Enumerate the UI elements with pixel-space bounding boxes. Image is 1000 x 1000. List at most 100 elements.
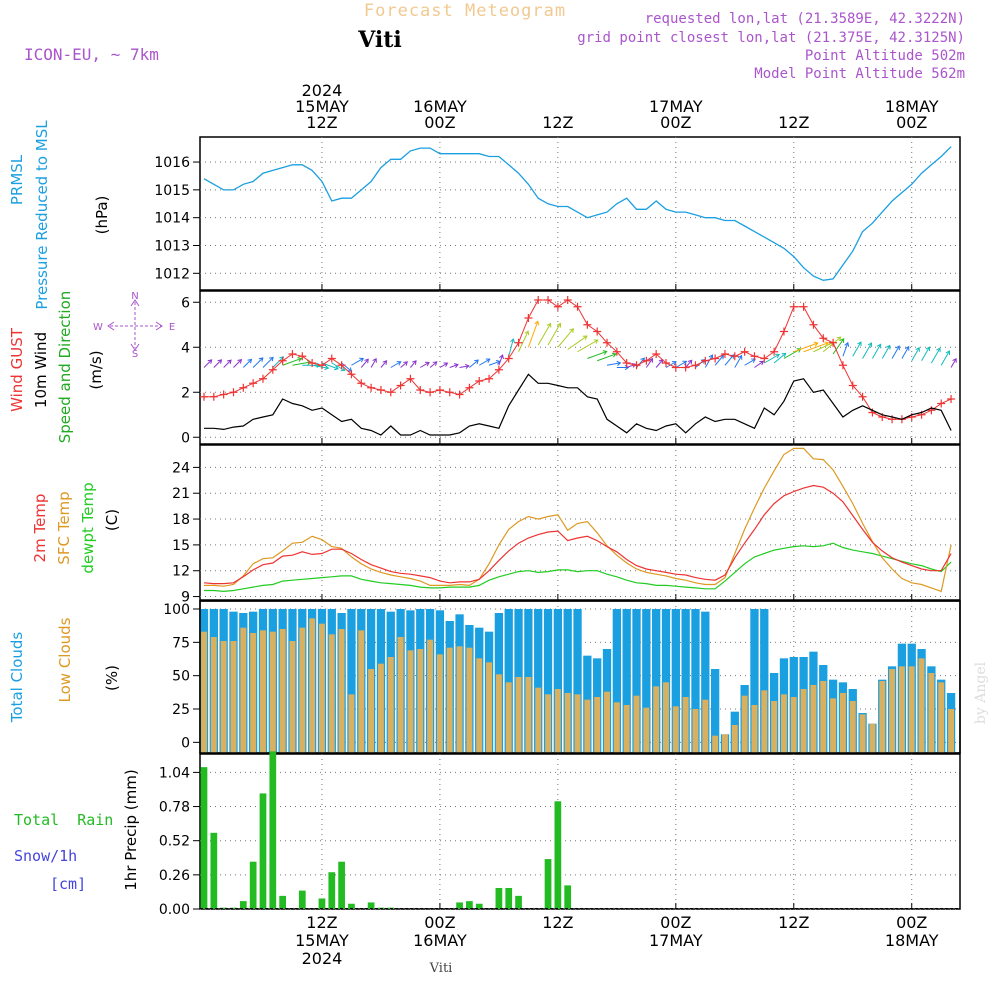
gust-point (740, 347, 749, 356)
low-clouds-bar (368, 669, 375, 755)
low-clouds-bar (643, 707, 650, 755)
wind-direction-arrow (282, 357, 303, 366)
total-clouds-bar (701, 611, 710, 755)
y-tick-label: 0 (181, 735, 190, 751)
total-clouds-bar (681, 609, 690, 755)
low-clouds-bar (584, 699, 591, 755)
gust-point (435, 386, 444, 394)
rain-bar (367, 902, 375, 909)
low-clouds-bar (505, 682, 512, 755)
temperature-frame (199, 444, 961, 601)
top-time-label: 2024 (302, 81, 343, 100)
wind-direction-arrow (252, 357, 264, 368)
low-clouds-bar (820, 681, 827, 755)
low-clouds-bar (663, 682, 669, 755)
y-tick-label: 25 (172, 702, 190, 718)
rain-bar (318, 898, 326, 909)
low-clouds-bar (348, 694, 355, 755)
gust-point (681, 363, 690, 372)
bottom-time-label: 15MAY (295, 931, 349, 950)
wind-direction-arrow (351, 357, 365, 366)
wind-direction-arrow (636, 357, 645, 368)
low-clouds-bar (830, 698, 837, 755)
wind-frame (199, 290, 961, 445)
clouds-panel: 0 25 50 75 100 (163, 600, 961, 755)
rain-bar (466, 901, 473, 909)
low-clouds-bar (869, 723, 876, 755)
compass-west: W (93, 322, 103, 333)
wind-direction-arrow (292, 360, 312, 366)
rain-bar (554, 801, 562, 909)
clouds-labels: Total Clouds Low Clouds (%) (8, 617, 121, 723)
gust-point (937, 399, 946, 408)
gust-point (583, 320, 592, 329)
wind-direction-arrow (773, 352, 787, 364)
low-clouds-bar (328, 634, 335, 755)
y-tick-label: 0.26 (159, 868, 190, 884)
low-clouds-bar (210, 637, 217, 755)
total-clouds-bar (543, 609, 553, 755)
gust-point (239, 383, 248, 392)
low-clouds-bar (240, 627, 247, 755)
rain-bar (328, 872, 336, 909)
low-clouds-bar (201, 631, 207, 755)
gust-point (288, 350, 297, 358)
low-clouds-bar (741, 695, 748, 755)
total-clouds-bar (553, 609, 563, 755)
gust-point (465, 383, 474, 392)
wind-direction-arrow (469, 359, 479, 368)
gust-point (249, 379, 258, 388)
wind-label-10m: 10m Wind (32, 332, 50, 408)
low-clouds-bar (712, 735, 719, 755)
low-clouds-bar (397, 637, 404, 755)
low-clouds-bar (761, 690, 768, 755)
gust-point (426, 388, 435, 397)
gust-point (711, 354, 720, 363)
low-clouds-bar (810, 685, 817, 755)
low-clouds-bar (938, 682, 945, 755)
y-tick-label: 9 (181, 590, 190, 606)
gust-point (308, 359, 317, 367)
precip-unit: 1hr Precip (mm) (122, 769, 140, 890)
top-time-label: 00Z (660, 113, 691, 132)
gust-point (504, 354, 513, 363)
gust-point (258, 374, 267, 383)
gust-point (760, 354, 769, 363)
temp-label-2m: 2m Temp (31, 494, 49, 563)
total-clouds-bar (671, 609, 680, 755)
gust-point (327, 354, 336, 363)
wind-direction-arrow (527, 320, 540, 348)
low-clouds-bar (849, 701, 856, 755)
rain-bar (210, 832, 218, 909)
low-clouds-bar (220, 641, 227, 755)
wind-speed-series-line (204, 373, 952, 436)
low-clouds-bar (309, 618, 316, 755)
gust-point (455, 390, 464, 399)
low-clouds-bar (535, 687, 542, 755)
gust-series-line (204, 299, 952, 420)
y-tick-label: 50 (172, 669, 190, 685)
wind-direction-arrow (930, 347, 941, 364)
y-tick-label: 0.78 (159, 800, 190, 816)
gust-point (671, 363, 680, 372)
gust-point (475, 377, 484, 385)
wind-direction-arrow (498, 354, 504, 366)
y-tick-label: 24 (172, 460, 190, 476)
gust-point (534, 296, 543, 304)
credit-text: by Angel (973, 661, 989, 724)
rain-bar (279, 895, 286, 909)
low-clouds-bar (525, 677, 532, 755)
clouds-label-low: Low Clouds (56, 617, 74, 702)
bottom-time-label: 12Z (542, 913, 573, 932)
gust-point (396, 381, 405, 390)
gust-point (219, 390, 228, 399)
precip-labels: Total Rain Snow/1h [cm] 1hr Precip (mm) (14, 769, 140, 893)
gust-point (799, 302, 808, 311)
temp-label-dewpt: dewpt Temp (79, 482, 97, 573)
low-clouds-bar (692, 709, 699, 755)
low-clouds-bar (515, 677, 522, 755)
rain-bar (220, 907, 228, 909)
y-tick-label: 75 (172, 635, 190, 651)
gust-point (485, 374, 494, 383)
low-clouds-bar (466, 647, 473, 755)
